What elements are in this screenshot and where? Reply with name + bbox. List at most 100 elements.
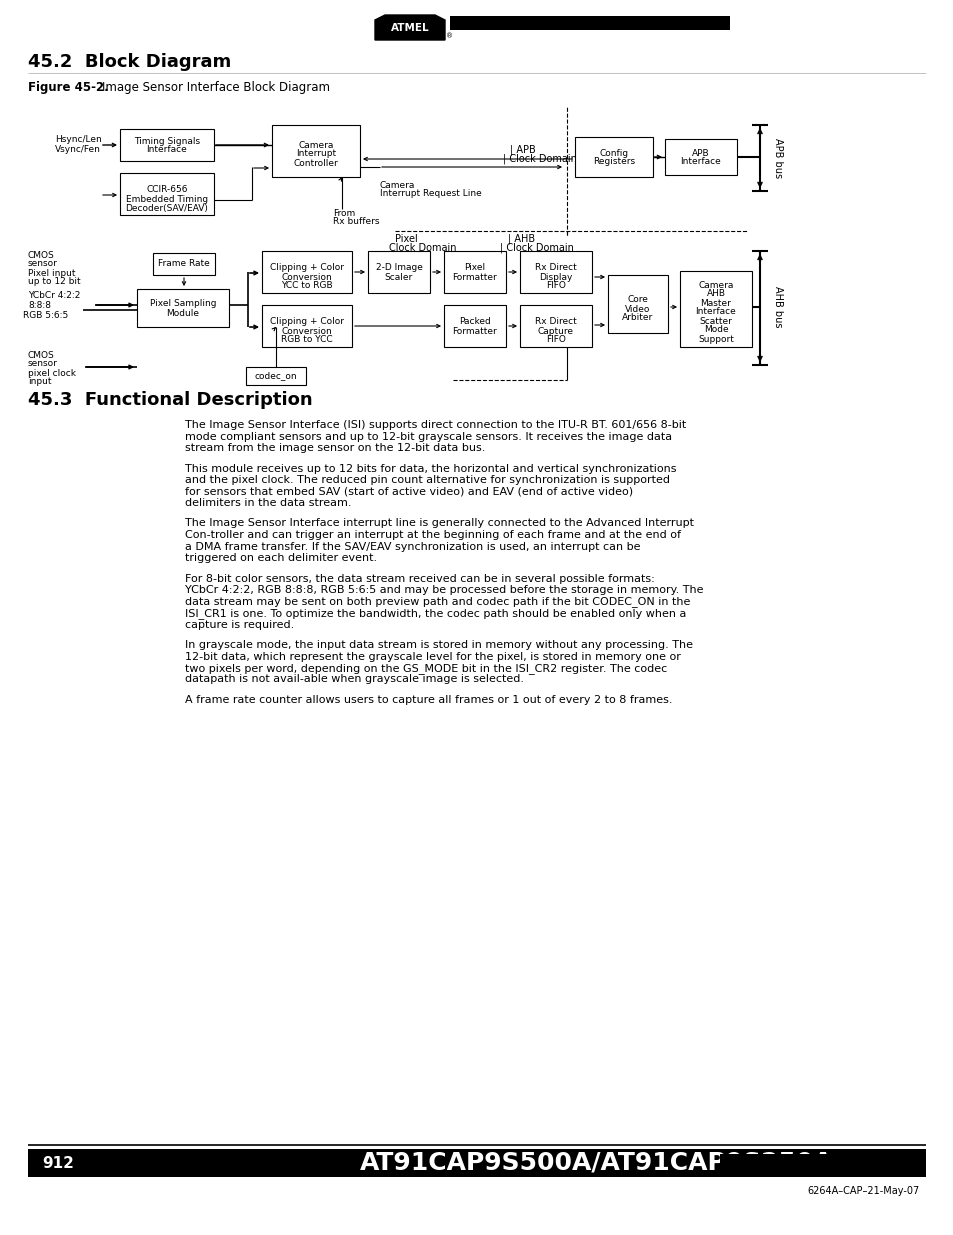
Bar <box>262 305 352 347</box>
Text: Embedded Timing: Embedded Timing <box>126 194 208 204</box>
Bar <box>246 367 306 385</box>
Text: Camera: Camera <box>298 141 334 149</box>
Text: up to 12 bit: up to 12 bit <box>28 278 81 287</box>
Bar <box>443 305 505 347</box>
Text: input: input <box>28 378 51 387</box>
Text: Interrupt Request Line: Interrupt Request Line <box>379 189 481 199</box>
Text: triggered on each delimiter event.: triggered on each delimiter event. <box>185 553 376 563</box>
Text: | Clock Domain: | Clock Domain <box>502 153 577 164</box>
Text: Rx buffers: Rx buffers <box>333 217 379 226</box>
Text: Pixel Sampling: Pixel Sampling <box>150 300 216 309</box>
Text: Arbiter: Arbiter <box>621 314 653 322</box>
Text: Camera: Camera <box>379 180 415 189</box>
Text: Rx Direct: Rx Direct <box>535 317 577 326</box>
Text: Module: Module <box>167 309 199 317</box>
Text: Interface: Interface <box>679 158 720 167</box>
Text: Registers: Registers <box>593 158 635 167</box>
Text: Pixel input: Pixel input <box>28 268 75 278</box>
Text: CMOS: CMOS <box>28 251 54 259</box>
Text: Clock Domain: Clock Domain <box>389 243 456 253</box>
Text: ®: ® <box>446 33 453 40</box>
Text: Frame Rate: Frame Rate <box>158 259 210 268</box>
Text: 45.2  Block Diagram: 45.2 Block Diagram <box>28 53 231 70</box>
Text: Interface: Interface <box>695 308 736 316</box>
Text: APB: APB <box>692 148 709 158</box>
Text: Clipping + Color: Clipping + Color <box>270 317 344 326</box>
Text: Decoder(SAV/EAV): Decoder(SAV/EAV) <box>126 204 208 212</box>
Text: Mode: Mode <box>703 326 727 335</box>
Text: CCIR-656: CCIR-656 <box>146 185 188 194</box>
Text: datapath is not avail-able when grayscale image is selected.: datapath is not avail-able when grayscal… <box>185 674 523 684</box>
Text: FIFO: FIFO <box>545 282 565 290</box>
Text: RGB 5:6:5: RGB 5:6:5 <box>23 310 69 320</box>
Text: Scatter: Scatter <box>699 316 732 326</box>
Bar <box>272 125 359 177</box>
Text: Figure 45-2.: Figure 45-2. <box>28 80 109 94</box>
Text: Display: Display <box>538 273 572 282</box>
Text: | Clock Domain: | Clock Domain <box>499 243 574 253</box>
Text: | APB: | APB <box>510 144 536 156</box>
Bar <box>575 137 652 177</box>
Text: Core: Core <box>627 295 648 305</box>
Text: Support: Support <box>698 335 733 343</box>
Text: AHB: AHB <box>706 289 724 299</box>
Text: CMOS: CMOS <box>28 351 54 359</box>
Text: Packed: Packed <box>458 317 491 326</box>
Bar <box>664 140 737 175</box>
Text: Pixel: Pixel <box>395 233 417 245</box>
Bar <box>368 251 430 293</box>
Bar <box>152 253 214 275</box>
Text: ATMEL: ATMEL <box>391 23 429 33</box>
Bar <box>120 173 213 215</box>
Text: sensor: sensor <box>28 259 58 268</box>
Bar <box>519 305 592 347</box>
Text: sensor: sensor <box>28 359 58 368</box>
Bar <box>720 1153 919 1172</box>
Text: Interface: Interface <box>147 146 187 154</box>
Text: Timing Signals: Timing Signals <box>133 137 200 146</box>
Text: Image Sensor Interface Block Diagram: Image Sensor Interface Block Diagram <box>102 80 330 94</box>
Text: data stream may be sent on both preview path and codec path if the bit CODEC_ON : data stream may be sent on both preview … <box>185 597 690 608</box>
Bar <box>443 251 505 293</box>
Bar <box>679 270 751 347</box>
Text: Video: Video <box>624 305 650 314</box>
Text: For 8-bit color sensors, the data stream received can be in several possible for: For 8-bit color sensors, the data stream… <box>185 573 654 583</box>
Text: Scaler: Scaler <box>384 273 413 282</box>
Text: YCbCr 4:2:2, RGB 8:8:8, RGB 5:6:5 and may be processed before the storage in mem: YCbCr 4:2:2, RGB 8:8:8, RGB 5:6:5 and ma… <box>185 585 702 595</box>
Text: ISI_CR1 is one. To optimize the bandwidth, the codec path should be enabled only: ISI_CR1 is one. To optimize the bandwidt… <box>185 608 685 619</box>
Text: 12-bit data, which represent the grayscale level for the pixel, is stored in mem: 12-bit data, which represent the graysca… <box>185 652 680 662</box>
Bar <box>262 251 352 293</box>
Text: Hsync/Len: Hsync/Len <box>55 136 102 144</box>
Text: The Image Sensor Interface (ISI) supports direct connection to the ITU-R BT. 601: The Image Sensor Interface (ISI) support… <box>185 420 685 430</box>
Text: Rx Direct: Rx Direct <box>535 263 577 273</box>
Text: pixel clock: pixel clock <box>28 368 76 378</box>
Text: 45.3  Functional Description: 45.3 Functional Description <box>28 391 313 409</box>
Bar <box>450 16 729 30</box>
Text: 6264A–CAP–21-May-07: 6264A–CAP–21-May-07 <box>807 1186 919 1195</box>
Text: APB bus: APB bus <box>772 138 782 178</box>
Text: Master: Master <box>700 299 731 308</box>
Text: FIFO: FIFO <box>545 336 565 345</box>
Text: stream from the image sensor on the 12-bit data bus.: stream from the image sensor on the 12-b… <box>185 443 485 453</box>
Bar <box>28 1149 925 1177</box>
Text: Conversion: Conversion <box>281 326 332 336</box>
Text: In grayscale mode, the input data stream is stored in memory without any process: In grayscale mode, the input data stream… <box>185 640 692 650</box>
Text: Vsync/Fen: Vsync/Fen <box>55 144 101 153</box>
Text: RGB to YCC: RGB to YCC <box>281 336 333 345</box>
Text: Capture: Capture <box>537 326 574 336</box>
Text: a DMA frame transfer. If the SAV/EAV synchronization is used, an interrupt can b: a DMA frame transfer. If the SAV/EAV syn… <box>185 541 639 552</box>
Bar <box>120 128 213 161</box>
Text: two pixels per word, depending on the GS_MODE bit in the ISI_CR2 register. The c: two pixels per word, depending on the GS… <box>185 663 666 674</box>
Text: Config: Config <box>598 148 628 158</box>
Text: Pixel: Pixel <box>464 263 485 273</box>
Bar <box>607 275 667 333</box>
Text: A frame rate counter allows users to capture all frames or 1 out of every 2 to 8: A frame rate counter allows users to cap… <box>185 695 672 705</box>
Text: 2-D Image: 2-D Image <box>375 263 422 273</box>
Text: Conversion: Conversion <box>281 273 332 282</box>
Text: Formatter: Formatter <box>452 326 497 336</box>
Text: This module receives up to 12 bits for data, the horizontal and vertical synchro: This module receives up to 12 bits for d… <box>185 463 676 473</box>
Text: From: From <box>333 209 355 217</box>
Text: AHB bus: AHB bus <box>772 287 782 327</box>
Text: and the pixel clock. The reduced pin count alternative for synchronization is su: and the pixel clock. The reduced pin cou… <box>185 475 669 485</box>
Text: AT91CAP9S500A/AT91CAP9S250A: AT91CAP9S500A/AT91CAP9S250A <box>359 1151 833 1174</box>
